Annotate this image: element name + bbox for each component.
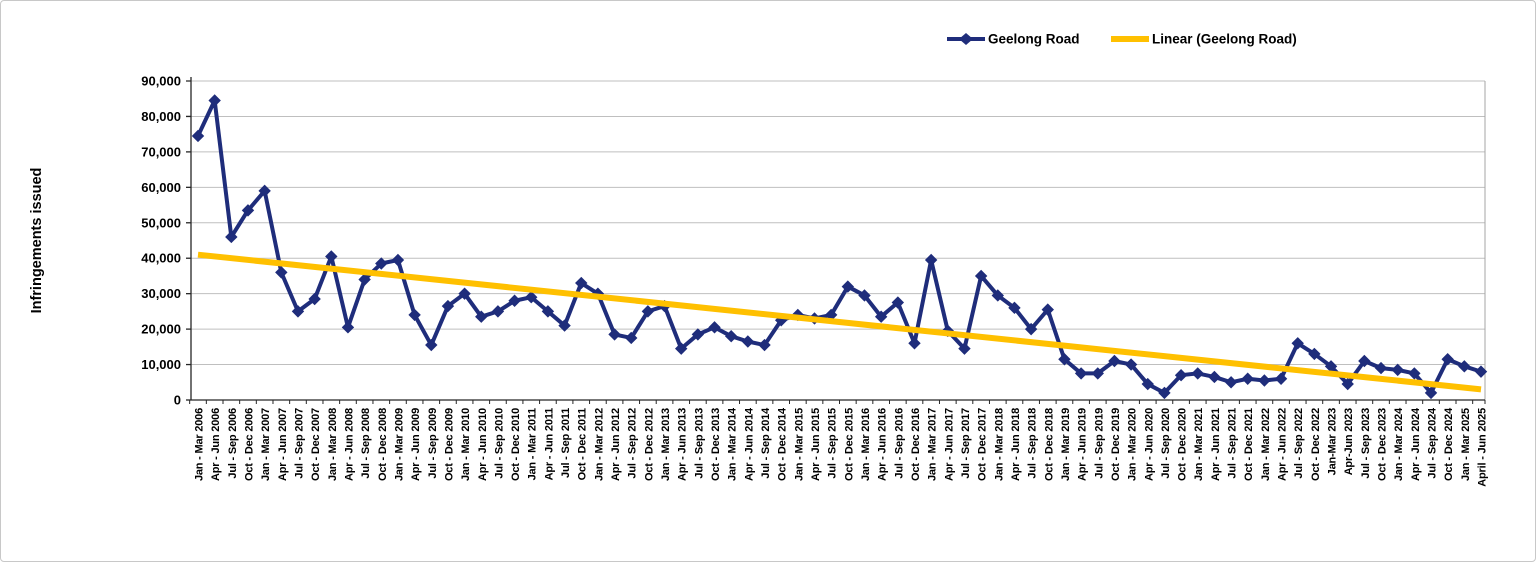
x-tick-label: Oct - Dec 2013 <box>710 408 722 481</box>
x-tick-label: Apr - Jun 2022 <box>1277 408 1289 481</box>
x-tick-label: Jul - Sep 2012 <box>627 408 639 479</box>
x-tick-label: Jan - Mar 2012 <box>593 408 605 481</box>
legend: Geelong Road Linear (Geelong Road) <box>947 32 1297 47</box>
linear-trendline <box>197 251 1482 393</box>
x-tick-label: Jul - Sep 2017 <box>960 408 972 479</box>
x-tick-label: Oct - Dec 2008 <box>377 408 389 481</box>
x-tick-label: Apr - Jun 2009 <box>410 408 422 481</box>
x-tick-label: Jan - Mar 2015 <box>793 408 805 481</box>
x-tick-label: Jan - Mar 2020 <box>1127 408 1139 481</box>
legend-trend-label: Linear (Geelong Road) <box>1152 32 1297 47</box>
x-tick-label: Apr - Jun 2024 <box>1410 407 1422 481</box>
geelong-road-series-markers <box>191 94 1488 400</box>
x-tick-label: Jan - Mar 2009 <box>393 408 405 481</box>
x-tick-label: Jan - Mar 2011 <box>527 408 539 480</box>
x-tick-label: Oct - Dec 2012 <box>643 408 655 481</box>
x-tick-label: Apr - Jun 2015 <box>810 408 822 481</box>
y-tick-label: 10,000 <box>141 357 181 372</box>
x-tick-label: Oct - Dec 2010 <box>510 408 522 481</box>
y-tick-label: 80,000 <box>141 109 181 124</box>
x-tick-label: Jan - Mar 2014 <box>727 407 739 481</box>
x-tick-label: Oct - Dec 2023 <box>1377 408 1389 481</box>
x-tick-label: Jul - Sep 2008 <box>360 408 372 479</box>
x-tick-label: Jan - Mar 2013 <box>660 408 672 481</box>
y-tick-label: 90,000 <box>141 74 181 89</box>
geelong-road-series-line <box>196 98 1483 395</box>
x-tick-label: Apr - Jun 2020 <box>1143 408 1155 481</box>
y-tick-label: 40,000 <box>141 251 181 266</box>
x-tick-label: Jul - Sep 2011 <box>560 408 572 478</box>
x-tick-label: Jul - Sep 2010 <box>493 408 505 479</box>
x-tick-label: Jan - Mar 2016 <box>860 408 872 481</box>
x-tick-label: Oct - Dec 2014 <box>777 407 789 481</box>
x-tick-label: Jan - Mar 2007 <box>260 408 272 481</box>
x-tick-label: Oct - Dec 2018 <box>1043 408 1055 481</box>
x-tick-label: Jul - Sep 2024 <box>1427 407 1439 479</box>
x-tick-label: Jul - Sep 2022 <box>1293 408 1305 479</box>
y-axis-title: Infringements issued <box>29 168 45 314</box>
x-tick-label: Oct - Dec 2017 <box>977 408 989 481</box>
x-tick-label: Apr - Jun 2014 <box>743 407 755 481</box>
x-tick-label: Apr - Jun 2010 <box>477 408 489 481</box>
x-tick-label: Apr - Jun 2012 <box>610 408 622 481</box>
x-tick-label: Apr - Jun 2013 <box>677 408 689 481</box>
y-tick-label: 30,000 <box>141 286 181 301</box>
legend-series-marker-icon <box>959 33 973 45</box>
x-tick-label: Oct - Dec 2006 <box>243 408 255 481</box>
y-tick-label: 0 <box>174 393 181 408</box>
y-tick-label: 50,000 <box>141 215 181 230</box>
x-tick-label: Oct - Dec 2020 <box>1177 408 1189 481</box>
x-tick-label: Jul - Sep 2015 <box>827 408 839 479</box>
x-tick-label: Oct - Dec 2011 <box>577 408 589 480</box>
x-tick-label: Jul - Sep 2014 <box>760 407 772 479</box>
x-tick-label: Jul - Sep 2007 <box>293 408 305 479</box>
x-tick-label: Jan - Mar 2017 <box>927 408 939 481</box>
legend-series-label: Geelong Road <box>988 32 1080 47</box>
x-tick-label: Apr - Jun 2011 <box>543 408 555 480</box>
x-tick-label: Jan - Mar 2006 <box>194 408 206 481</box>
x-tick-label: Apr - Jun 2021 <box>1210 408 1222 481</box>
x-tick-label: Jul - Sep 2016 <box>893 408 905 479</box>
x-tick-label: Apr - Jun 2017 <box>943 408 955 481</box>
x-tick-label: Apr - Jun 2019 <box>1077 408 1089 481</box>
x-tick-label: Jan - Mar 2018 <box>993 408 1005 481</box>
x-tick-label: Apr-Jun 2023 <box>1343 408 1355 475</box>
x-tick-label: Apr - Jun 2008 <box>343 408 355 481</box>
x-tick-label: Jan-Mar 2023 <box>1327 408 1339 475</box>
x-tick-label: Oct - Dec 2022 <box>1310 408 1322 481</box>
x-tick-label: Oct - Dec 2019 <box>1110 408 1122 481</box>
x-tick-label: Jan - Mar 2010 <box>460 408 472 481</box>
x-tick-label: Jul - Sep 2006 <box>227 408 239 479</box>
y-tick-label: 20,000 <box>141 322 181 337</box>
x-tick-label: Oct - Dec 2015 <box>843 408 855 481</box>
x-tick-label: Oct - Dec 2009 <box>443 408 455 481</box>
x-tick-label: Jul - Sep 2020 <box>1160 408 1172 479</box>
x-tick-label: Oct - Dec 2021 <box>1243 408 1255 481</box>
x-tick-label: Apr - Jun 2007 <box>277 408 289 481</box>
y-tick-label: 60,000 <box>141 180 181 195</box>
x-tick-label: Apr - Jun 2018 <box>1010 408 1022 481</box>
x-tick-label: Jul - Sep 2013 <box>693 408 705 479</box>
x-tick-label: Jul - Sep 2018 <box>1027 408 1039 479</box>
x-tick-label: Jan - Mar 2008 <box>327 408 339 481</box>
y-tick-label: 70,000 <box>141 144 181 159</box>
x-tick-label: Jan - Mar 2024 <box>1393 407 1405 481</box>
x-tick-label: Jan - Mar 2021 <box>1193 408 1205 481</box>
x-tick-label: Apr - Jun 2016 <box>877 408 889 481</box>
x-tick-label: Jul - Sep 2009 <box>427 408 439 479</box>
x-tick-label: Oct - Dec 2016 <box>910 408 922 481</box>
x-tick-label: Jul - Sep 2021 <box>1227 408 1239 479</box>
x-tick-label: Jan - Mar 2022 <box>1260 408 1272 481</box>
x-tick-label: April - Jun 2025 <box>1477 408 1489 487</box>
x-tick-label: Jan - Mar 2019 <box>1060 408 1072 481</box>
x-tick-label: Jul - Sep 2023 <box>1360 408 1372 479</box>
x-tick-label: Oct - Dec 2024 <box>1443 407 1455 481</box>
x-tick-label: Jan - Mar 2025 <box>1460 408 1472 481</box>
x-tick-label: Oct - Dec 2007 <box>310 408 322 481</box>
x-tick-label: Jul - Sep 2019 <box>1093 408 1105 479</box>
x-tick-label: Apr - Jun 2006 <box>210 408 222 481</box>
